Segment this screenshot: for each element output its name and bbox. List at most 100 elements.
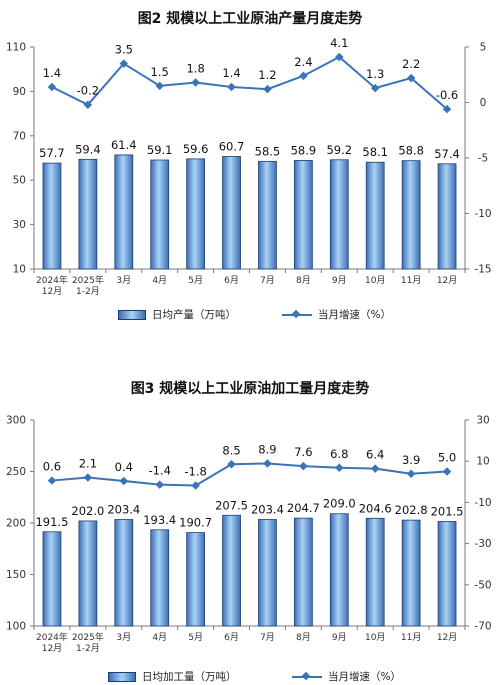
bar-value-label: 57.7 [39, 146, 65, 160]
bar [42, 162, 62, 270]
bar [293, 160, 313, 270]
bar [150, 529, 170, 627]
legend-bar-swatch [118, 309, 146, 320]
growth-point [155, 480, 164, 489]
legend-item-line: 当月增速（%） [282, 307, 391, 322]
bar-value-label: 202.8 [395, 503, 428, 517]
bar-value-label: 203.4 [107, 502, 140, 516]
growth-value-label: 2.1 [79, 456, 97, 470]
y-tick-label: 10 [13, 264, 26, 276]
bar-value-label: 60.7 [219, 139, 245, 153]
x-tick-label: 10月 [365, 275, 385, 286]
x-tick-label: 12月 [437, 632, 457, 643]
legend-label: 当月增速（%） [318, 309, 391, 321]
x-tick-label: 11月 [401, 275, 421, 286]
legend-label: 日均产量（万吨） [152, 309, 236, 321]
growth-point [335, 52, 344, 62]
y-tick-label: 300 [6, 415, 26, 427]
growth-point [406, 469, 416, 479]
bar [258, 519, 277, 627]
growth-point [83, 100, 93, 109]
growth-value-label: 4.1 [330, 36, 348, 50]
y2-tick-label: -30 [474, 538, 491, 550]
growth-series-line [51, 462, 448, 487]
bar-value-label: 191.5 [35, 515, 68, 529]
y-tick-label: 100 [6, 621, 26, 633]
x-tick-label: 8月 [296, 632, 311, 643]
y-tick-label: 30 [13, 219, 26, 231]
growth-value-label: 1.4 [43, 66, 61, 80]
growth-value-label: 1.3 [366, 67, 384, 81]
y-tick-label: 250 [6, 466, 26, 478]
x-tick-label: 9月 [332, 275, 347, 286]
y2-tick-label: -10 [474, 497, 491, 509]
bar [186, 158, 206, 270]
bar-value-label: 193.4 [143, 513, 176, 527]
growth-point [406, 73, 416, 83]
bar-value-label: 59.6 [183, 142, 209, 156]
y2-tick-label: 5 [480, 42, 487, 54]
x-tick-label: 3月 [116, 275, 131, 286]
y2-tick-label: -5 [478, 153, 488, 165]
y-tick-label: 200 [6, 518, 26, 530]
chart-title: 图3 规模以上工业原油加工量月度走势 [130, 381, 370, 397]
x-tick-label: 2024年 12月 [36, 274, 68, 297]
legend-item-bar: 日均产量（万吨） [118, 307, 236, 322]
bar [437, 163, 457, 270]
growth-value-label: 0.6 [43, 460, 61, 474]
legend-item-bar: 日均加工量（万吨） [108, 669, 237, 684]
x-tick-label: 7月 [260, 275, 275, 286]
bar-value-label: 59.4 [75, 142, 101, 156]
bar-value-label: 58.5 [255, 144, 281, 158]
growth-value-label: 0.4 [115, 460, 133, 474]
growth-point [370, 464, 380, 473]
x-tick-label: 5月 [188, 632, 203, 643]
x-tick-label: 10月 [365, 632, 385, 643]
bar-value-label: 209.0 [323, 497, 356, 511]
bar-value-label: 190.7 [179, 516, 212, 530]
growth-value-label: 5.0 [438, 451, 456, 465]
growth-value-label: 2.4 [294, 55, 312, 69]
growth-point [442, 104, 452, 114]
bar [401, 160, 421, 270]
bar [78, 520, 98, 627]
bar-value-label: 203.4 [251, 502, 284, 516]
growth-point [119, 476, 129, 486]
x-tick-label: 2024年 12月 [36, 631, 68, 654]
x-tick-label: 2025年 1-2月 [72, 631, 104, 654]
crude-oil-processing-chart: 图3 规模以上工业原油加工量月度走势 100 150 200 250 300 30 10 -1… [0, 370, 500, 685]
growth-value-label: 1.4 [222, 66, 240, 80]
y2-tick-label: 30 [476, 415, 489, 427]
growth-value-label: -0.6 [436, 88, 458, 102]
x-tick-label: 3月 [116, 632, 131, 643]
bar-value-label: 202.0 [71, 504, 104, 518]
growth-value-label: 6.8 [330, 447, 348, 461]
bar [401, 519, 421, 627]
x-tick-label: 4月 [152, 275, 167, 286]
growth-value-label: 6.4 [366, 448, 384, 462]
bar-value-label: 59.1 [147, 143, 173, 157]
bar-value-label: 207.5 [215, 498, 248, 512]
growth-value-label: 3.5 [115, 43, 133, 57]
bar [42, 531, 62, 627]
bar-value-label: 201.5 [431, 504, 464, 518]
x-tick-label: 7月 [260, 632, 275, 643]
growth-value-label: 3.9 [402, 453, 420, 467]
bar [365, 161, 385, 270]
bar [186, 532, 206, 627]
y2-tick-label: -50 [474, 579, 491, 591]
growth-value-label: 8.5 [222, 443, 240, 457]
bar [222, 156, 241, 270]
bar [293, 517, 313, 627]
bar [150, 159, 170, 270]
y-tick-label: 90 [13, 86, 26, 98]
bar [329, 159, 349, 270]
legend-line-swatch [292, 673, 322, 681]
bar-value-label: 58.9 [291, 143, 317, 157]
growth-point [335, 463, 344, 473]
growth-series-line [51, 55, 448, 110]
legend-bar-swatch [108, 671, 136, 682]
growth-value-label: -0.2 [77, 84, 99, 98]
bar [222, 514, 241, 627]
